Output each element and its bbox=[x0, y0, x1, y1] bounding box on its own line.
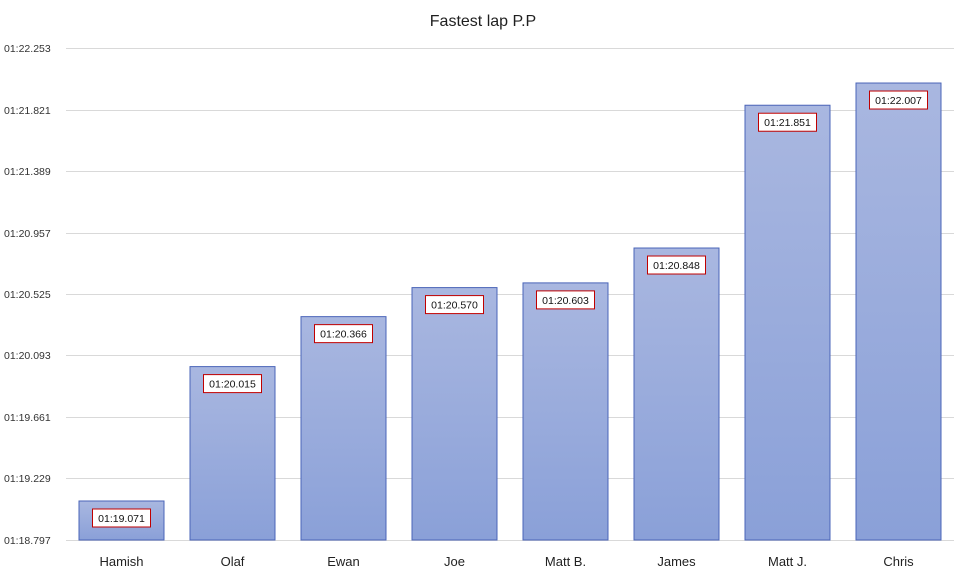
data-label: 01:22.007 bbox=[869, 90, 928, 110]
bar bbox=[300, 316, 387, 541]
data-label-box bbox=[314, 324, 373, 344]
data-label-box bbox=[92, 508, 151, 528]
y-axis-ticks: 01:18.797 01:19.229 01:19.661 01:20.093 01:2… bbox=[4, 43, 51, 547]
x-tick-label: Ewan bbox=[327, 554, 360, 569]
y-tick-label: 01:20.525 bbox=[4, 289, 51, 301]
y-tick-label: 01:19.661 bbox=[4, 412, 51, 424]
data-label-text: 01:20.848 bbox=[653, 260, 700, 272]
data-label: 01:20.603 bbox=[536, 290, 595, 310]
bars bbox=[78, 82, 942, 541]
y-tick-label: 01:19.229 bbox=[4, 473, 51, 485]
data-label: 01:20.366 bbox=[314, 324, 373, 344]
y-tick-label: 01:18.797 bbox=[4, 535, 51, 547]
data-label-text: 01:21.851 bbox=[764, 117, 811, 129]
data-label-box bbox=[758, 112, 817, 132]
data-label-box bbox=[647, 255, 706, 275]
data-label-text: 01:20.366 bbox=[320, 329, 367, 341]
data-label-box bbox=[536, 290, 595, 310]
bar bbox=[411, 287, 498, 541]
data-label: 01:19.071 bbox=[92, 508, 151, 528]
x-tick-label: Chris bbox=[883, 554, 914, 569]
x-axis-ticks: Hamish Olaf Ewan Joe Matt B. James Matt J. Chri… bbox=[99, 554, 914, 569]
data-label-box bbox=[869, 90, 928, 110]
y-tick-label: 01:22.253 bbox=[4, 43, 51, 55]
y-tick-label: 01:21.389 bbox=[4, 166, 51, 178]
data-label-text: 01:19.071 bbox=[98, 513, 145, 525]
data-label: 01:21.851 bbox=[758, 112, 817, 132]
x-tick-label: Olaf bbox=[221, 554, 245, 569]
x-tick-label: Matt J. bbox=[768, 554, 807, 569]
y-tick-label: 01:21.821 bbox=[4, 105, 51, 117]
x-tick-label: Hamish bbox=[99, 554, 143, 569]
bar bbox=[189, 366, 276, 541]
data-label: 01:20.848 bbox=[647, 255, 706, 275]
data-label-text: 01:20.603 bbox=[542, 295, 589, 307]
y-tick-label: 01:20.093 bbox=[4, 350, 51, 362]
data-labels: 01:19.071 01:20.015 01:20.366 01:20.570 01:2… bbox=[92, 90, 928, 528]
data-label-text: 01:20.015 bbox=[209, 379, 256, 391]
data-label-box bbox=[203, 374, 262, 394]
data-label: 01:20.570 bbox=[425, 295, 484, 315]
data-label-box bbox=[425, 295, 484, 315]
data-label: 01:20.015 bbox=[203, 374, 262, 394]
x-tick-label: Joe bbox=[444, 554, 465, 569]
bar bbox=[744, 104, 831, 541]
bar bbox=[855, 82, 942, 541]
data-label-text: 01:20.570 bbox=[431, 300, 478, 312]
chart-title: Fastest lap P.P bbox=[430, 13, 536, 30]
y-tick-label: 01:20.957 bbox=[4, 228, 51, 240]
data-label-text: 01:22.007 bbox=[875, 95, 922, 107]
x-tick-label: James bbox=[657, 554, 696, 569]
x-tick-label: Matt B. bbox=[545, 554, 586, 569]
bar bbox=[522, 282, 609, 541]
bar bbox=[633, 247, 720, 541]
